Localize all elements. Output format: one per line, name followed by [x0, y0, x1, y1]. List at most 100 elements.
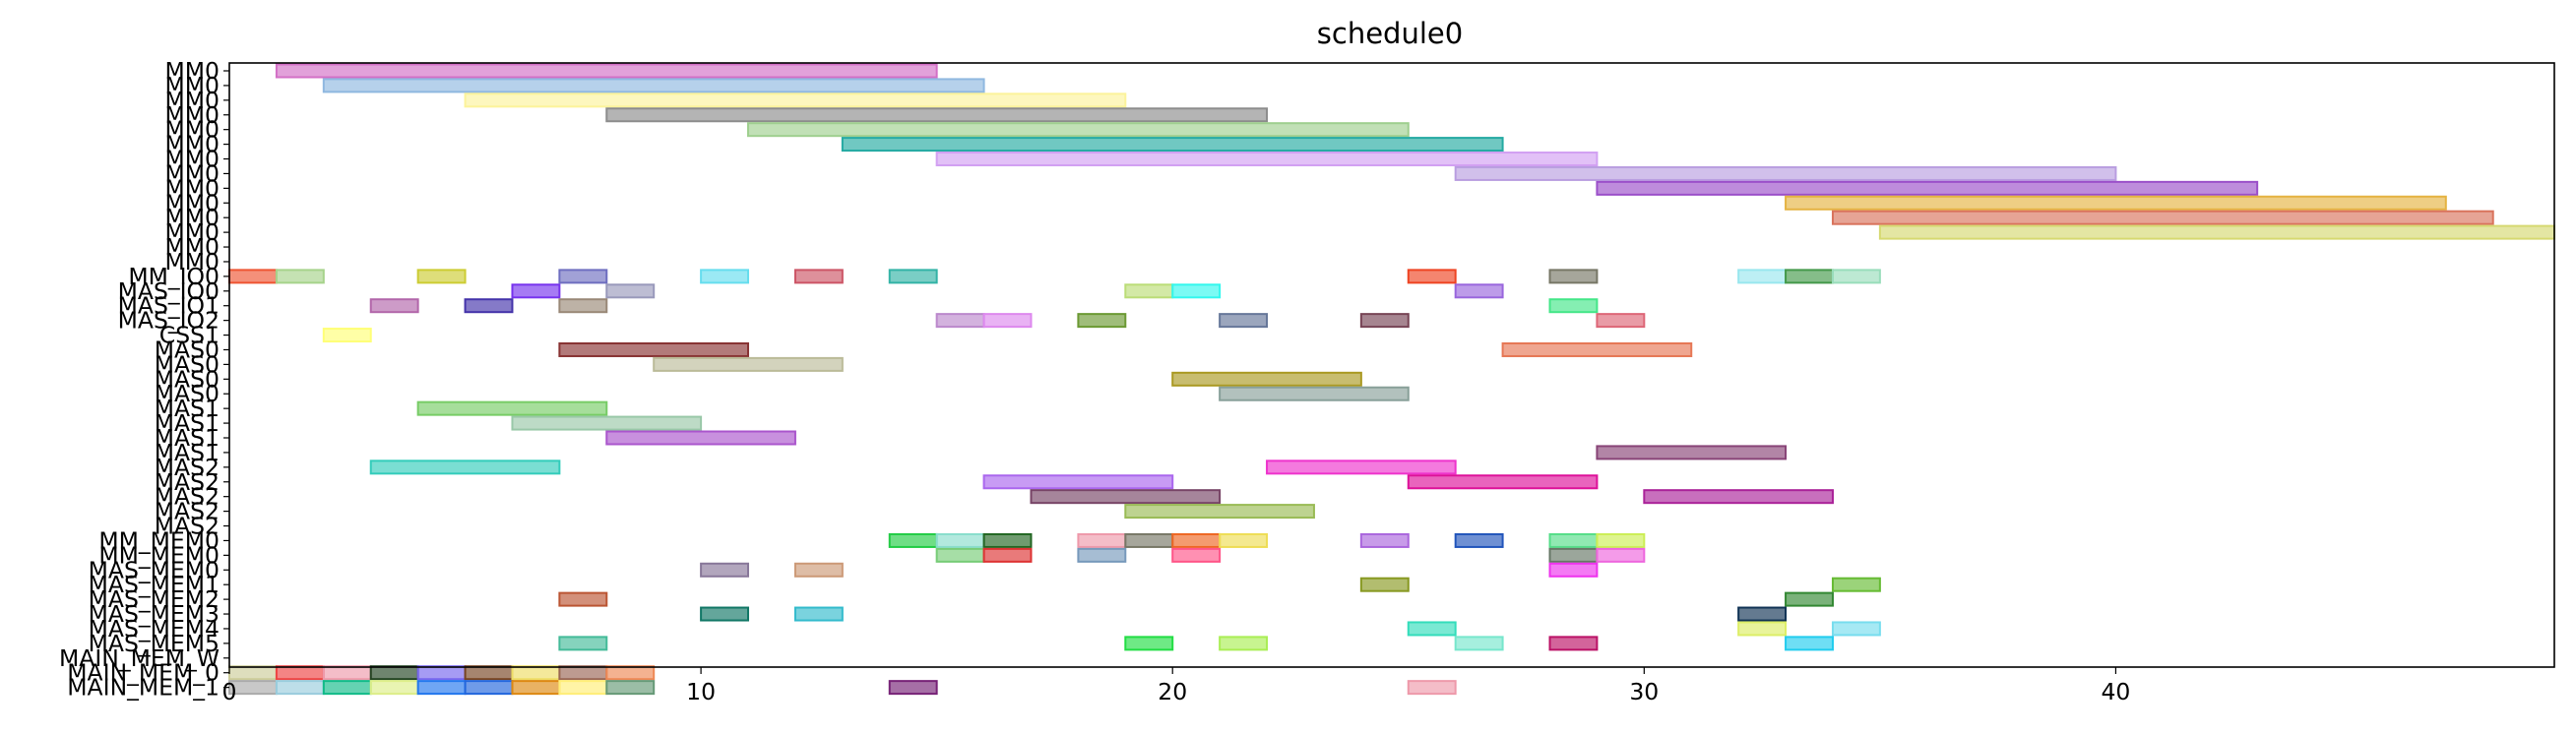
y-tick-label: MM_IO0	[128, 263, 220, 290]
task-bar	[1454, 636, 1504, 651]
y-tick-label: MAS_MEM5	[89, 630, 220, 657]
y-tick-label: MAS2	[155, 513, 220, 540]
task-bar	[982, 532, 1033, 548]
task-bar	[935, 532, 985, 548]
y-tick-label: MM0	[164, 159, 220, 187]
task-bar	[275, 665, 325, 681]
task-bar	[275, 680, 325, 696]
task-bar	[1737, 621, 1788, 637]
y-tick-label: MM0	[164, 218, 220, 246]
task-bar	[1219, 532, 1269, 548]
task-bar	[1171, 532, 1222, 548]
y-tick-label: MAIN_MEM_1	[67, 674, 220, 702]
task-bar	[1266, 459, 1457, 475]
task-bar	[1219, 313, 1269, 329]
task-bar	[605, 665, 656, 681]
task-bar	[511, 680, 561, 696]
y-tick-label: MM0	[164, 101, 220, 129]
y-tick-label: MAS_MEM4	[89, 615, 220, 642]
y-tick-label: MAS_MEM0	[89, 556, 220, 583]
task-bar	[1596, 445, 1788, 460]
y-tick-label: MAS2	[155, 454, 220, 481]
y-tick-label: MAS_MEM1	[89, 571, 220, 598]
task-bar	[1407, 474, 1599, 490]
task-bar	[1785, 636, 1834, 651]
task-bar	[605, 430, 796, 446]
task-bar	[653, 356, 844, 372]
task-bar	[605, 283, 656, 299]
y-tick-label: MAS2	[155, 483, 220, 511]
task-bar	[511, 665, 561, 681]
x-tick-label: 20	[1158, 678, 1187, 705]
task-bar	[464, 665, 514, 681]
y-tick-label: MAS0	[155, 380, 220, 407]
task-bar	[558, 680, 608, 696]
y-tick-label: MM_MEM0	[98, 526, 220, 554]
task-bar	[1643, 489, 1834, 505]
task-bar	[888, 532, 938, 548]
chart-title: schedule0	[1317, 17, 1463, 50]
y-tick-label: MAS2	[155, 498, 220, 525]
y-tick-label: MAS1	[155, 409, 220, 437]
y-tick-label: MM0	[164, 174, 220, 202]
task-bar	[1171, 547, 1222, 563]
task-bar	[1831, 621, 1881, 637]
task-bar	[464, 680, 514, 696]
task-bar	[605, 680, 656, 696]
y-tick-label: MAS1	[155, 395, 220, 422]
task-bar	[1454, 283, 1504, 299]
y-tick-label: MM0	[164, 87, 220, 114]
task-bar	[1359, 532, 1410, 548]
task-bar	[700, 562, 750, 578]
task-bar	[982, 474, 1174, 490]
y-tick-label: MAS2	[155, 468, 220, 496]
task-bar	[1501, 341, 1693, 357]
task-bar	[558, 269, 608, 284]
task-bar	[935, 152, 1599, 167]
task-bar	[416, 269, 467, 284]
task-bar	[1454, 165, 2117, 181]
task-bar	[1219, 386, 1410, 401]
task-bar	[1359, 577, 1410, 592]
y-tick-label: MAS_MEM3	[89, 600, 220, 628]
task-bar	[1171, 283, 1222, 299]
y-tick-label: MM0	[164, 72, 220, 99]
task-bar	[841, 137, 1504, 153]
y-tick-label: MM0	[164, 116, 220, 144]
task-bar	[511, 283, 561, 299]
task-bar	[275, 63, 938, 79]
task-bar	[228, 269, 278, 284]
task-bar	[793, 606, 844, 622]
task-bar	[700, 269, 750, 284]
y-tick-label: MM0	[164, 233, 220, 261]
task-bar	[605, 107, 1269, 123]
task-bar	[935, 313, 985, 329]
task-bar	[369, 680, 419, 696]
task-bar	[558, 591, 608, 607]
task-bar	[888, 269, 938, 284]
task-bar	[1548, 562, 1599, 578]
task-bar	[322, 680, 372, 696]
task-bar	[1548, 269, 1599, 284]
x-tick-label: 40	[2101, 678, 2130, 705]
y-tick-label: MM0	[164, 131, 220, 158]
x-tick-label: 10	[686, 678, 716, 705]
task-bar	[700, 606, 750, 622]
y-tick-label: MAIN_MEM_W	[59, 644, 220, 672]
y-tick-label: MAS1	[155, 424, 220, 452]
y-tick-label: MM0	[164, 248, 220, 275]
task-bar	[1596, 547, 1646, 563]
task-bar	[511, 415, 703, 431]
task-bar	[416, 400, 608, 416]
task-bar	[935, 547, 985, 563]
task-bar	[1785, 591, 1834, 607]
task-bar	[982, 547, 1033, 563]
task-bar	[1077, 547, 1127, 563]
task-bar	[322, 328, 372, 343]
task-bar	[369, 298, 419, 314]
task-bar	[558, 636, 608, 651]
task-bar	[1454, 532, 1504, 548]
task-bar	[464, 298, 514, 314]
